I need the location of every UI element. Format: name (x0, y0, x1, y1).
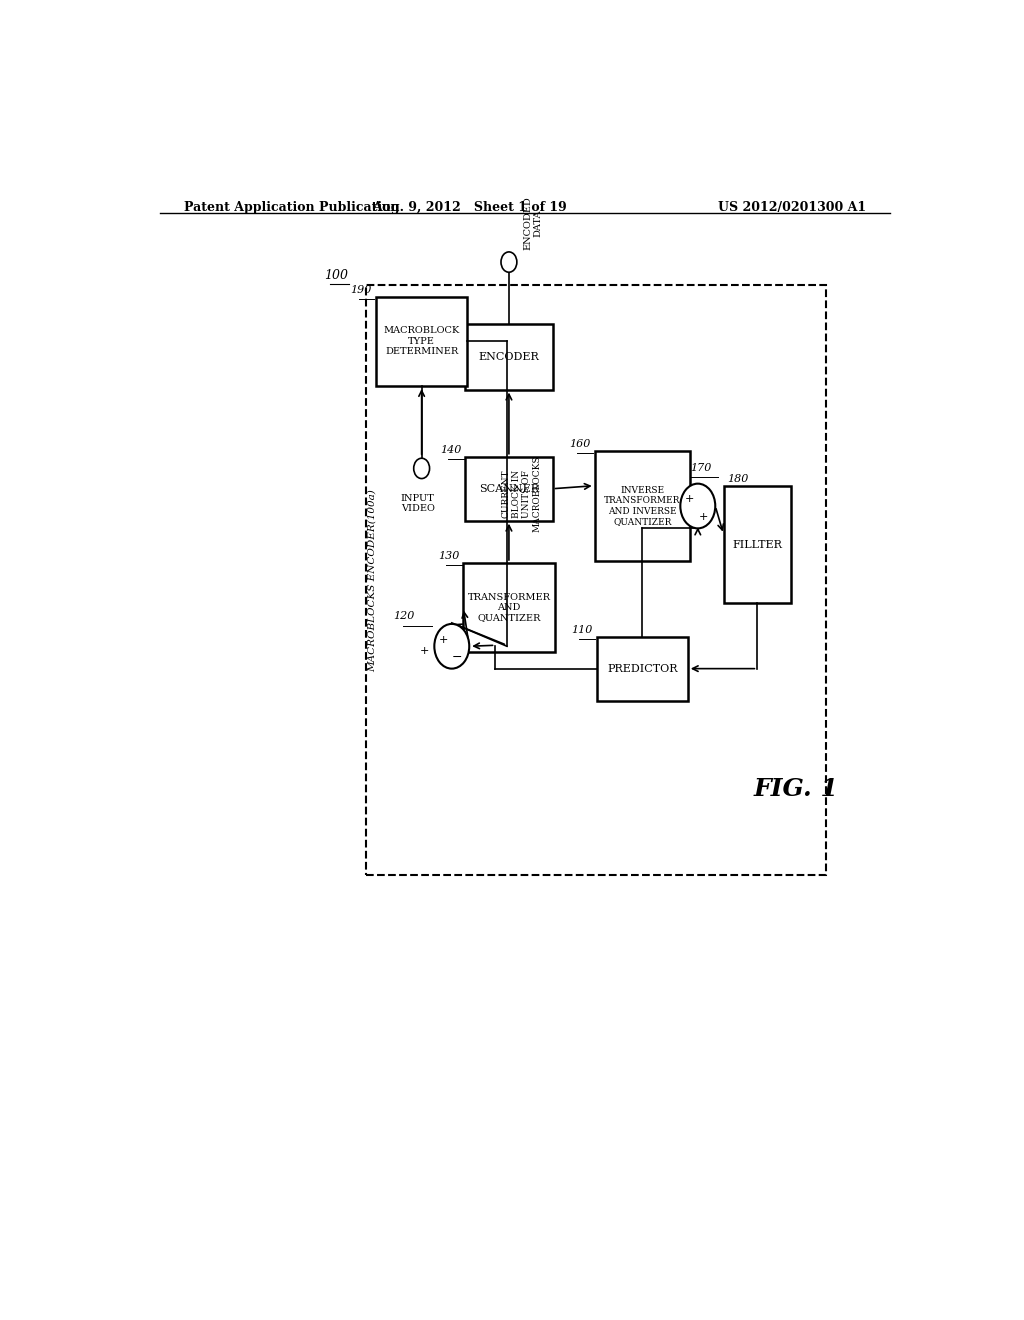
Text: INPUT
VIDEO: INPUT VIDEO (400, 494, 434, 513)
Bar (463, 562, 555, 652)
Circle shape (680, 483, 715, 528)
Text: PREDICTOR: PREDICTOR (607, 664, 678, 673)
Circle shape (501, 252, 517, 272)
Text: 190: 190 (350, 285, 372, 294)
Text: SCANNER: SCANNER (479, 483, 539, 494)
Text: 170: 170 (690, 463, 712, 474)
Text: 120: 120 (393, 611, 415, 620)
Bar (724, 486, 792, 603)
Text: +: + (438, 635, 447, 644)
Text: +: + (420, 647, 429, 656)
Text: ENCODER: ENCODER (478, 351, 540, 362)
Bar (367, 285, 826, 875)
Circle shape (414, 458, 430, 479)
Text: Aug. 9, 2012   Sheet 1 of 19: Aug. 9, 2012 Sheet 1 of 19 (372, 201, 566, 214)
Bar (595, 451, 690, 561)
Text: ENCODED
DATA: ENCODED DATA (523, 197, 543, 249)
Text: 180: 180 (728, 474, 749, 484)
Bar (465, 323, 553, 389)
Bar (597, 636, 688, 701)
Text: +: + (698, 512, 708, 523)
Text: Patent Application Publication: Patent Application Publication (183, 201, 399, 214)
Text: US 2012/0201300 A1: US 2012/0201300 A1 (718, 201, 866, 214)
Circle shape (434, 624, 469, 669)
Text: FILLTER: FILLTER (732, 540, 782, 549)
Text: 110: 110 (571, 624, 593, 635)
Text: −: − (452, 651, 462, 664)
Text: INVERSE
TRANSFORMER
AND INVERSE
QUANTIZER: INVERSE TRANSFORMER AND INVERSE QUANTIZE… (604, 486, 680, 527)
Text: 160: 160 (569, 440, 591, 449)
Text: MACROBLOCK
TYPE
DETERMINER: MACROBLOCK TYPE DETERMINER (384, 326, 460, 356)
Bar (376, 297, 467, 385)
Text: 130: 130 (438, 550, 460, 561)
Text: CURRENT
BLOCK IN
UNITS OF
MACROBLOCKS: CURRENT BLOCK IN UNITS OF MACROBLOCKS (501, 455, 542, 532)
Text: 150: 150 (440, 312, 461, 322)
Text: 140: 140 (440, 445, 461, 454)
Bar (465, 457, 553, 521)
Text: FIG. 1: FIG. 1 (754, 776, 839, 800)
Text: 100: 100 (325, 269, 348, 282)
Text: MACROBLOCKS ENCODER(100a): MACROBLOCKS ENCODER(100a) (368, 488, 377, 672)
Text: TRANSFORMER
AND
QUANTIZER: TRANSFORMER AND QUANTIZER (467, 593, 551, 623)
Text: +: + (684, 494, 694, 504)
